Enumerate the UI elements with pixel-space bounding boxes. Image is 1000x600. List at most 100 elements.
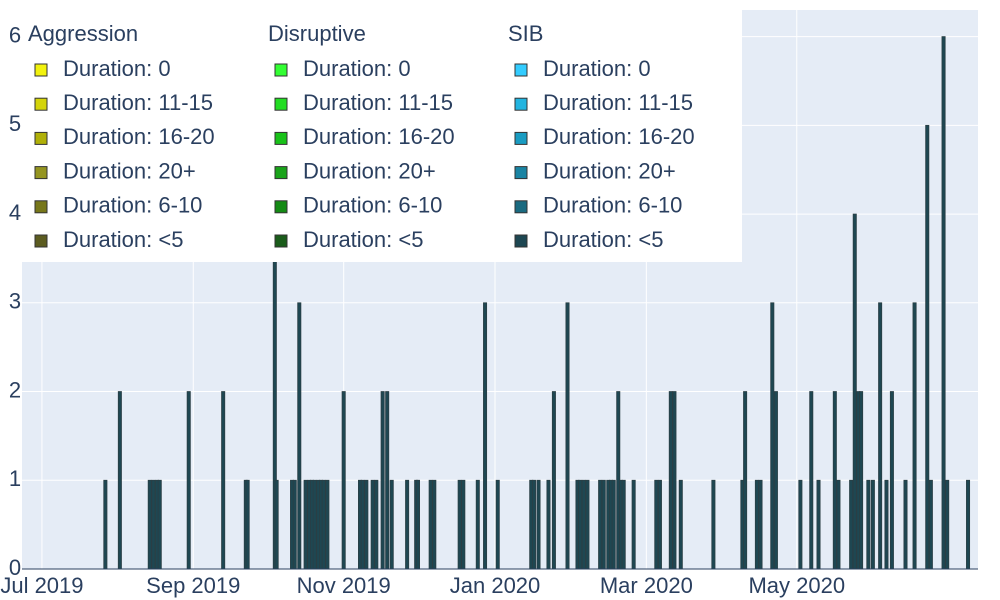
legend-entry[interactable]: Duration: <5: [303, 227, 423, 252]
bar: [849, 479, 854, 570]
y-tick-label: 6: [9, 22, 21, 47]
bar: [461, 479, 466, 570]
legend-entry[interactable]: Duration: 6-10: [303, 193, 442, 218]
bar: [483, 302, 488, 570]
legend-entry[interactable]: Duration: 6-10: [543, 193, 682, 218]
legend-swatch[interactable]: [34, 97, 48, 111]
bar: [912, 302, 917, 570]
bar: [292, 479, 297, 570]
legend-swatch[interactable]: [274, 166, 288, 180]
bar: [809, 391, 814, 570]
bar: [245, 479, 250, 570]
bar: [928, 479, 933, 570]
bar: [364, 479, 369, 570]
legend-entry[interactable]: Duration: 20+: [63, 158, 196, 183]
y-tick-label: 2: [9, 377, 21, 402]
bar: [581, 479, 586, 570]
bar: [672, 391, 677, 570]
legend-entry[interactable]: Duration: 11-15: [543, 90, 693, 115]
bar: [941, 36, 946, 570]
bar: [428, 479, 433, 570]
bar: [370, 479, 375, 570]
legend-entry[interactable]: Duration: 0: [303, 56, 411, 81]
legend-swatch[interactable]: [274, 200, 288, 214]
bar: [117, 391, 122, 570]
bar: [186, 391, 191, 570]
bar: [405, 479, 410, 570]
bar: [598, 479, 603, 570]
bar: [274, 479, 279, 570]
bar: [798, 479, 803, 570]
legend-entry[interactable]: Duration: 0: [63, 56, 171, 81]
x-tick-label: Nov 2019: [297, 573, 391, 598]
y-tick-label: 4: [9, 200, 21, 225]
legend-swatch[interactable]: [514, 97, 528, 111]
bar: [601, 479, 606, 570]
legend-swatch[interactable]: [34, 131, 48, 145]
x-tick-label: Mar 2020: [600, 573, 693, 598]
legend-background: [22, 10, 742, 262]
legend-swatch[interactable]: [514, 234, 528, 248]
bar: [103, 479, 108, 570]
legend-swatch[interactable]: [274, 131, 288, 145]
legend-swatch[interactable]: [274, 234, 288, 248]
bar: [758, 479, 763, 570]
bar: [678, 479, 683, 570]
legend-group-title: SIB: [508, 21, 543, 46]
bar: [297, 302, 302, 570]
bar: [836, 479, 841, 570]
legend-entry[interactable]: Duration: 16-20: [63, 124, 215, 149]
legend-swatch[interactable]: [34, 166, 48, 180]
bar: [585, 479, 590, 570]
bar: [654, 479, 659, 570]
bar: [884, 479, 889, 570]
bar: [432, 479, 437, 570]
legend-swatch[interactable]: [34, 234, 48, 248]
legend-swatch[interactable]: [514, 131, 528, 145]
legend-swatch[interactable]: [274, 63, 288, 77]
legend-entry[interactable]: Duration: 16-20: [543, 124, 695, 149]
bar: [832, 391, 837, 570]
bar: [889, 391, 894, 570]
legend-entry[interactable]: Duration: 20+: [543, 158, 676, 183]
legend-entry[interactable]: Duration: 11-15: [303, 90, 453, 115]
bar: [866, 479, 871, 570]
legend-group-title: Aggression: [28, 21, 138, 46]
bar: [551, 391, 556, 570]
bar: [668, 391, 673, 570]
y-tick-label: 5: [9, 111, 21, 136]
bar: [303, 479, 308, 570]
legend-entry[interactable]: Duration: <5: [543, 227, 663, 252]
bar: [945, 479, 950, 570]
bar: [157, 479, 162, 570]
bar: [475, 479, 480, 570]
bar: [870, 479, 875, 570]
legend-swatch[interactable]: [514, 200, 528, 214]
legend-entry[interactable]: Duration: 6-10: [63, 193, 202, 218]
legend-swatch[interactable]: [274, 97, 288, 111]
legend-swatch[interactable]: [34, 63, 48, 77]
y-tick-label: 1: [9, 466, 21, 491]
legend-swatch[interactable]: [514, 166, 528, 180]
x-tick-label: May 2020: [748, 573, 845, 598]
legend-group-title: Disruptive: [268, 21, 366, 46]
bar: [546, 479, 551, 570]
bar: [711, 479, 716, 570]
bar: [312, 479, 317, 570]
legend-entry[interactable]: Duration: 20+: [303, 158, 436, 183]
bar: [657, 479, 662, 570]
bar: [859, 391, 864, 570]
legend-entry[interactable]: Duration: 16-20: [303, 124, 455, 149]
legend-swatch[interactable]: [34, 200, 48, 214]
bar: [457, 479, 462, 570]
bar: [325, 479, 330, 570]
legend-entry[interactable]: Duration: 0: [543, 56, 651, 81]
x-tick-label: Sep 2019: [146, 573, 240, 598]
bar: [816, 479, 821, 570]
legend-entry[interactable]: Duration: 11-15: [63, 90, 213, 115]
bar: [852, 213, 857, 570]
legend-swatch[interactable]: [514, 63, 528, 77]
legend-entry[interactable]: Duration: <5: [63, 227, 183, 252]
bar: [966, 479, 971, 570]
bar: [374, 479, 379, 570]
